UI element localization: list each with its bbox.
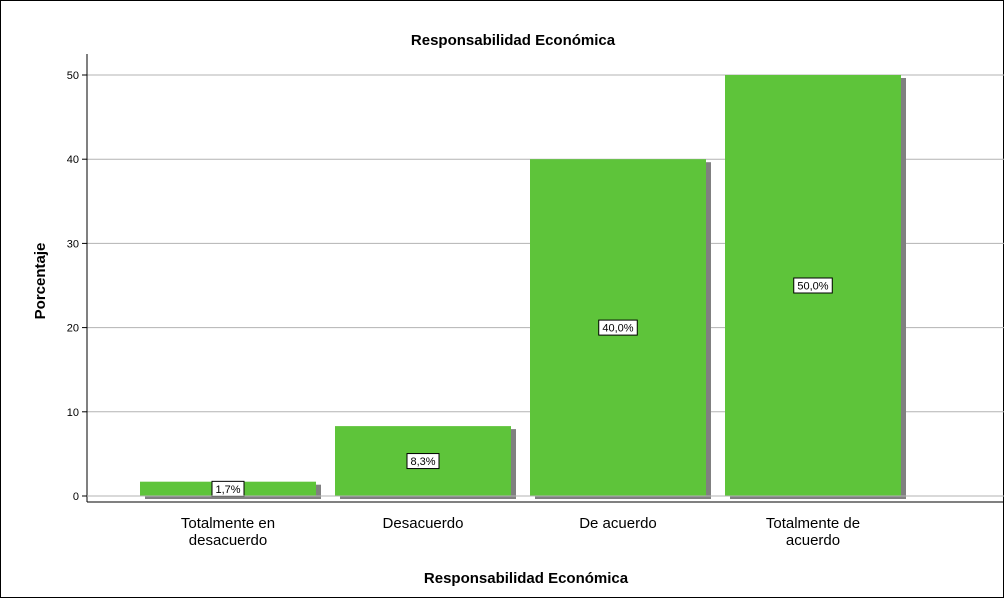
x-category-label-0-line-1: desacuerdo	[189, 532, 267, 549]
y-tick-label-0: 0	[73, 491, 79, 503]
y-axis-title: Porcentaje	[32, 243, 49, 320]
x-category-label-3-line-1: acuerdo	[786, 532, 840, 549]
y-tick-label-4: 40	[67, 154, 79, 166]
x-axis-title: Responsabilidad Económica	[424, 570, 629, 587]
y-tick-label-3: 30	[67, 238, 79, 250]
data-label-0: 1,7%	[215, 484, 240, 496]
x-category-label-0-line-0: Totalmente en	[181, 515, 275, 532]
data-label-3: 50,0%	[797, 281, 828, 293]
data-label-2: 40,0%	[602, 323, 633, 335]
x-category-label-3-line-0: Totalmente de	[766, 515, 860, 532]
x-category-label-2: De acuerdo	[579, 515, 657, 532]
data-label-box-1	[406, 453, 440, 470]
x-category-label-1: Desacuerdo	[383, 515, 464, 532]
y-tick-label-5: 50	[67, 70, 79, 82]
data-label-box-3	[793, 277, 833, 294]
data-label-1: 8,3%	[410, 456, 435, 468]
y-tick-label-2: 20	[67, 323, 79, 335]
bars: 1,7% 8,3% 40,0% 50,0%	[140, 75, 906, 499]
y-tick-label-1: 10	[67, 407, 79, 419]
data-label-box-2	[598, 319, 638, 336]
chart-title: Responsabilidad Económica	[411, 32, 616, 49]
